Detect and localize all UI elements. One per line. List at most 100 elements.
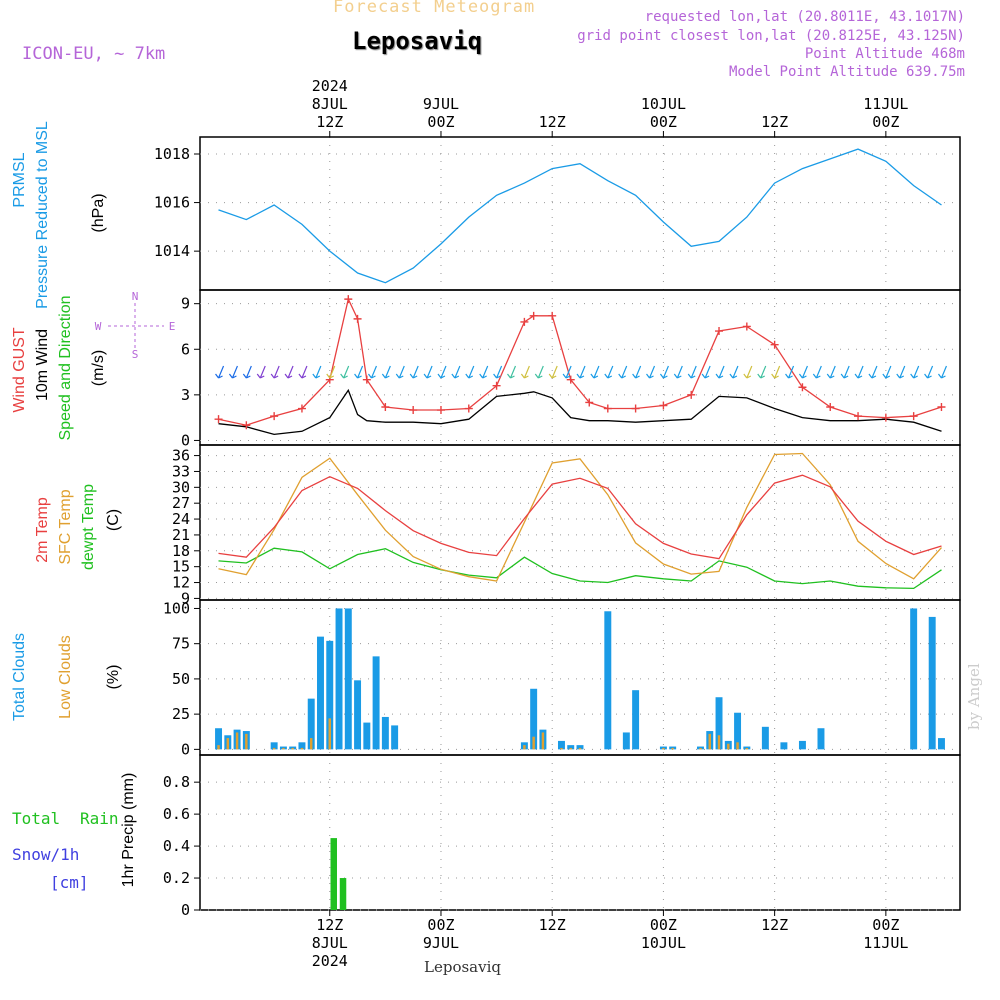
wind-direction-arrow: [812, 365, 822, 379]
x-tick-label-bottom: 9JUL: [423, 934, 459, 952]
station-name-bottom: Leposaviq: [424, 958, 501, 976]
label-speed-direction: Speed and Direction: [57, 296, 74, 441]
low-cloud-bar: [235, 732, 239, 750]
wind-direction-arrow: [798, 365, 808, 379]
y-tick-label: 0.2: [163, 869, 190, 887]
wind-direction-arrow: [771, 365, 781, 379]
wind-direction-arrow: [423, 365, 433, 379]
temp-2m-line: [218, 474, 942, 560]
total-cloud-bar: [317, 636, 324, 750]
wind-direction-arrow: [826, 365, 836, 379]
gust-marker: [631, 404, 640, 413]
total-cloud-bar: [326, 640, 334, 750]
wind-direction-arrow: [937, 365, 948, 379]
wind-direction-arrow: [882, 365, 892, 379]
gust-marker: [242, 421, 251, 430]
x-tick-label-bottom: 10JUL: [641, 934, 686, 952]
gust-marker: [687, 390, 696, 399]
gust-marker: [826, 403, 835, 412]
low-cloud-bar: [272, 747, 276, 750]
x-tick-label-top: 2024: [312, 77, 348, 95]
wind-direction-arrow: [743, 365, 753, 379]
gust-marker: [492, 381, 501, 390]
gust-marker: [603, 404, 612, 413]
gust-marker: [214, 415, 223, 424]
low-cloud-bar: [328, 718, 331, 750]
total-cloud-bar: [335, 608, 343, 750]
y-tick-label: 0: [181, 740, 190, 758]
wind-direction-arrow: [618, 365, 628, 379]
y-tick-label: 6: [181, 340, 190, 358]
wind-direction-arrow: [367, 365, 378, 379]
low-cloud-bar: [291, 747, 294, 750]
y-tick-label: 1014: [154, 242, 190, 260]
wind-direction-arrow: [381, 365, 391, 379]
y-tick-label: 3: [181, 386, 190, 404]
low-cloud-bar: [699, 747, 702, 750]
gust-marker: [270, 412, 279, 421]
x-tick-label-bottom: 12Z: [539, 916, 566, 934]
wind-direction-arrow: [576, 365, 586, 379]
x-tick-label-bottom: 00Z: [872, 916, 899, 934]
wind-direction-arrow: [298, 365, 308, 379]
x-tick-label-top: 00Z: [427, 113, 454, 131]
low-cloud-bar: [300, 747, 304, 750]
wind-direction-arrow: [493, 365, 503, 379]
wind-direction-arrow: [924, 365, 934, 379]
total-cloud-bar: [798, 740, 806, 750]
total-cloud-bar: [734, 712, 742, 750]
low-cloud-bar: [541, 732, 545, 750]
low-cloud-bar: [532, 736, 535, 750]
y-tick-label: 33: [172, 462, 190, 480]
y-tick-label: 27: [172, 494, 190, 512]
gust-marker: [798, 383, 807, 392]
model-altitude: Model Point Altitude 639.75m: [728, 64, 965, 80]
label-dewpt-temp: dewpt Temp: [80, 484, 97, 570]
forecast-title: Forecast Meteogram: [333, 0, 536, 17]
pressure-line: [218, 148, 942, 284]
low-cloud-bar: [560, 747, 563, 750]
low-cloud-bar: [717, 735, 721, 750]
y-tick-label: 9: [181, 589, 190, 607]
total-cloud-bar: [307, 698, 315, 750]
wind-direction-arrow: [646, 365, 656, 379]
wind-direction-arrow: [910, 365, 920, 379]
compass-e: E: [169, 320, 176, 333]
wind-direction-arrow: [715, 365, 725, 379]
wind-direction-arrow: [284, 365, 294, 379]
label-rain: Rain: [80, 809, 119, 828]
wind-direction-arrow: [590, 365, 600, 379]
low-cloud-bar: [745, 747, 749, 750]
x-tick-label-bottom: 12Z: [316, 916, 343, 934]
gust-marker: [409, 406, 418, 415]
wind-direction-arrow: [507, 365, 517, 379]
x-tick-label-bottom: 00Z: [650, 916, 677, 934]
y-tick-label: 1018: [154, 145, 190, 163]
gust-marker: [715, 327, 724, 336]
panel-frame-3: [199, 444, 961, 601]
rain-bar: [330, 838, 337, 910]
wind-direction-arrow: [395, 365, 405, 379]
total-cloud-bar: [715, 697, 723, 750]
wind-direction-arrow: [354, 365, 364, 379]
total-cloud-bar: [372, 656, 380, 750]
label-precip-mm: 1hr Precip (mm): [120, 773, 137, 888]
label-celsius: (C): [105, 509, 122, 531]
wind-direction-arrow: [659, 365, 669, 379]
gust-marker: [566, 375, 575, 384]
total-cloud-bar: [270, 742, 278, 750]
total-cloud-bar: [632, 690, 640, 750]
wind-direction-arrow: [270, 365, 280, 379]
label-hpa: (hPa): [90, 193, 107, 232]
x-tick-label-bottom: 12Z: [761, 916, 788, 934]
gust-marker: [937, 403, 946, 412]
low-cloud-bar: [310, 738, 313, 750]
wind-direction-arrow: [242, 365, 252, 379]
label-prmsl: PRMSL: [11, 152, 28, 207]
low-cloud-bar: [569, 747, 572, 750]
point-altitude: Point Altitude 468m: [804, 46, 965, 62]
total-cloud-bar: [298, 742, 306, 750]
wind-direction-arrow: [215, 365, 225, 379]
total-cloud-bar: [576, 745, 584, 750]
x-tick-label-top: 10JUL: [641, 95, 686, 113]
